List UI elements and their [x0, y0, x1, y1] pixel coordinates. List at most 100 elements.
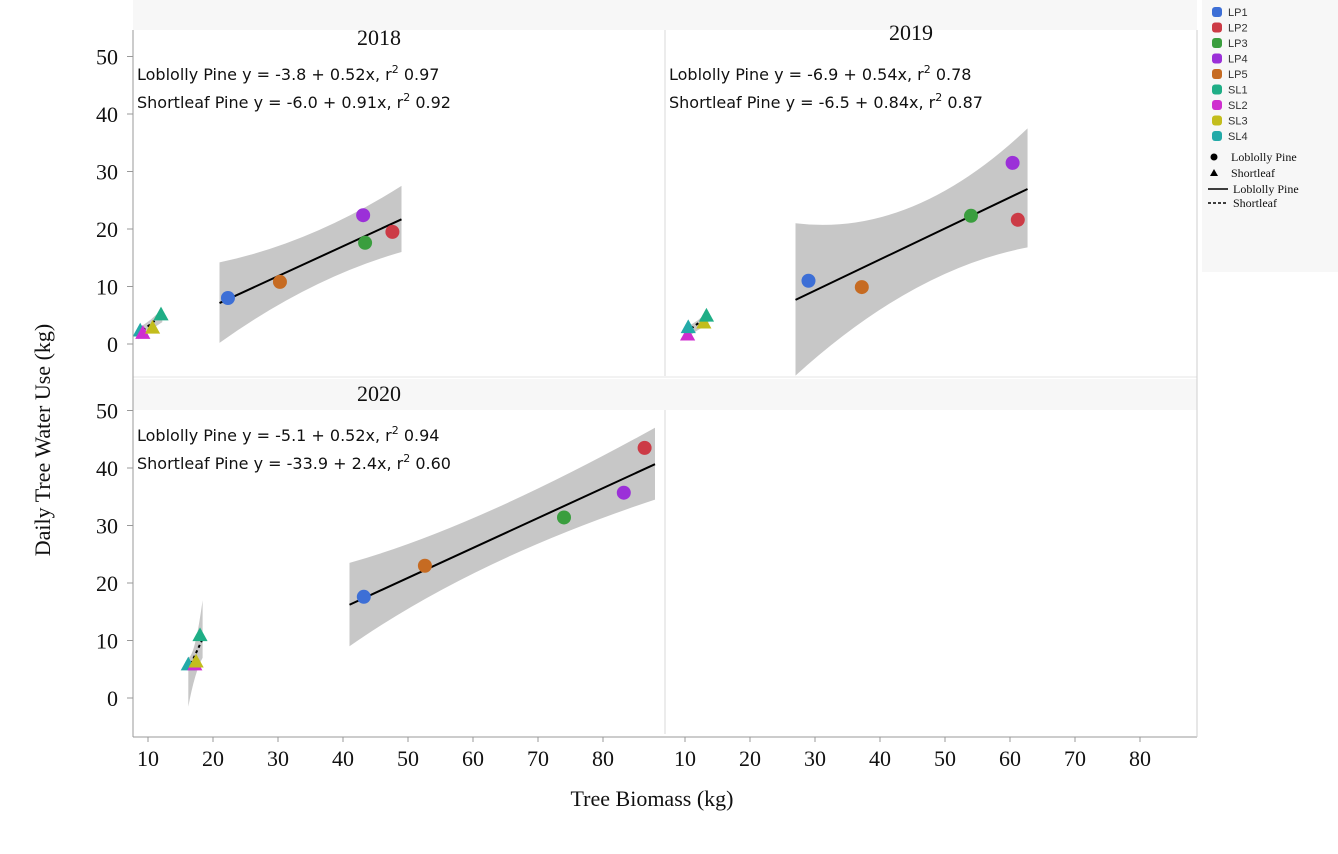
loblolly-confidence-band-2020 [349, 427, 655, 647]
legend-swatch-SL4 [1212, 131, 1222, 141]
legend-swatch-SL3 [1212, 115, 1222, 126]
point-LP4-2020 [616, 485, 631, 500]
point-LP5-2020 [417, 558, 432, 573]
point-LP2-2020 [637, 440, 652, 455]
x-tick-label-left-70: 70 [527, 746, 549, 771]
y-tick-label-top-30: 30 [96, 160, 118, 185]
loblolly-confidence-band-2018 [219, 185, 402, 343]
point-SL4-2019 [680, 319, 696, 334]
legend-label-LP5: LP5 [1228, 69, 1248, 81]
loblolly-fit-line-2018 [219, 218, 402, 304]
panel-title-2020: 2020 [357, 381, 401, 406]
legend-shape-label-2: Shortleaf [1231, 166, 1275, 180]
legend-line-label-2: Shortleaf [1233, 196, 1277, 210]
x-tick-label-right-40: 40 [869, 746, 891, 771]
x-tick-label-left-60: 60 [462, 746, 484, 771]
legend-swatch-LP2 [1212, 22, 1222, 33]
x-tick-label-left-30: 30 [267, 746, 289, 771]
point-SL1-2020 [192, 627, 208, 642]
y-tick-label-top-0: 0 [107, 332, 118, 357]
legend-swatch-LP4 [1212, 53, 1222, 64]
x-tick-label-right-30: 30 [804, 746, 826, 771]
y-axis-label: Daily Tree Water Use (kg) [30, 324, 55, 556]
y-tick-label-bottom-50: 50 [96, 399, 118, 424]
x-tick-label-right-70: 70 [1064, 746, 1086, 771]
title-band-empty [665, 379, 1197, 410]
legend-label-SL4: SL4 [1228, 131, 1248, 143]
equation-2019-1: Loblolly Pine y = -6.9 + 0.54x, r2 0.78 [669, 63, 971, 84]
legend-swatch-SL2 [1212, 100, 1222, 110]
x-tick-label-right-10: 10 [674, 746, 696, 771]
equation-2020-1: Loblolly Pine y = -5.1 + 0.52x, r2 0.94 [137, 424, 439, 445]
equation-2018-1: Loblolly Pine y = -3.8 + 0.52x, r2 0.97 [137, 63, 439, 84]
point-LP2-2019 [1010, 212, 1025, 227]
loblolly-fit-line-2020 [349, 463, 656, 606]
x-tick-label-left-10: 10 [137, 746, 159, 771]
y-tick-label-top-20: 20 [96, 217, 118, 242]
shortleaf-confidence-band-2020 [188, 600, 203, 707]
title-band-2020 [133, 379, 665, 410]
legend-swatch-LP3 [1212, 38, 1222, 48]
legend-label-SL2: SL2 [1228, 100, 1248, 112]
loblolly-fit-line-2019 [795, 188, 1028, 301]
panel-2019: 2019 Loblolly Pine y = -6.9 + 0.54x, r2 0… [669, 20, 1028, 376]
legend-label-LP2: LP2 [1228, 23, 1248, 35]
y-tick-label-top-40: 40 [96, 102, 118, 127]
point-LP3-2019 [964, 208, 978, 223]
panel-title-2018: 2018 [357, 25, 401, 50]
x-tick-label-left-80: 80 [592, 746, 614, 771]
x-tick-label-right-50: 50 [934, 746, 956, 771]
legend-line-label-1: Loblolly Pine [1233, 182, 1299, 196]
point-LP2-2018 [385, 224, 400, 239]
equation-2018-2: Shortleaf Pine y = -6.0 + 0.91x, r2 0.92 [137, 91, 451, 112]
legend-label-LP4: LP4 [1228, 54, 1248, 66]
y-tick-label-top-50: 50 [96, 45, 118, 70]
y-tick-label-bottom-40: 40 [96, 456, 118, 481]
x-tick-label-right-60: 60 [999, 746, 1021, 771]
y-tick-label-top-10: 10 [96, 275, 118, 300]
loblolly-confidence-band-2019 [795, 128, 1028, 376]
point-LP5-2019 [854, 280, 869, 295]
point-LP4-2018 [356, 208, 371, 223]
point-SL1-2018 [153, 306, 169, 321]
point-SL3-2019 [696, 314, 712, 329]
point-LP1-2018 [220, 291, 235, 305]
panel-2020: 2020 Loblolly Pine y = -5.1 + 0.52x, r2 0… [137, 381, 656, 707]
point-LP1-2019 [801, 273, 816, 288]
legend-swatch-SL1 [1212, 84, 1222, 95]
x-tick-label-left-40: 40 [332, 746, 354, 771]
y-tick-label-bottom-10: 10 [96, 629, 118, 654]
equation-2020-2: Shortleaf Pine y = -33.9 + 2.4x, r2 0.60 [137, 452, 451, 473]
point-SL3-2020 [188, 653, 204, 668]
title-band-top [133, 0, 1197, 30]
panel-title-2019: 2019 [889, 20, 933, 45]
legend-swatch-LP1 [1212, 7, 1222, 17]
shortleaf-fit-line-2019 [685, 314, 709, 333]
x-tick-label-left-20: 20 [202, 746, 224, 771]
point-LP1-2020 [356, 589, 371, 604]
point-LP3-2018 [358, 235, 373, 250]
y-tick-label-bottom-0: 0 [107, 686, 118, 711]
legend-circle-marker [1210, 153, 1218, 161]
y-tick-label-bottom-30: 30 [96, 514, 118, 539]
legend-shape-label-1: Loblolly Pine [1231, 150, 1297, 164]
x-axis-label: Tree Biomass (kg) [571, 786, 734, 811]
legend-label-LP3: LP3 [1228, 38, 1248, 50]
x-tick-label-right-20: 20 [739, 746, 761, 771]
legend-label-SL3: SL3 [1228, 116, 1248, 128]
y-tick-label-bottom-20: 20 [96, 571, 118, 596]
panel-2018: 2018 Loblolly Pine y = -3.8 + 0.52x, r2 0… [132, 25, 451, 343]
legend-label-LP1: LP1 [1228, 7, 1248, 19]
legend-swatch-LP5 [1212, 69, 1222, 79]
point-SL2-2019 [680, 326, 696, 341]
equation-2019-2: Shortleaf Pine y = -6.5 + 0.84x, r2 0.87 [669, 91, 983, 112]
point-LP4-2019 [1005, 155, 1020, 170]
legend: LP1 LP2 LP3 LP4 LP5 SL1 SL2 SL3 SL4 Loblolly Pine… [1202, 0, 1338, 272]
x-tick-label-right-80: 80 [1129, 746, 1151, 771]
point-SL2-2018 [135, 325, 151, 339]
legend-triangle-marker [1210, 169, 1218, 176]
point-SL1-2019 [698, 307, 715, 322]
x-tick-label-left-50: 50 [397, 746, 419, 771]
point-LP3-2020 [557, 510, 571, 525]
